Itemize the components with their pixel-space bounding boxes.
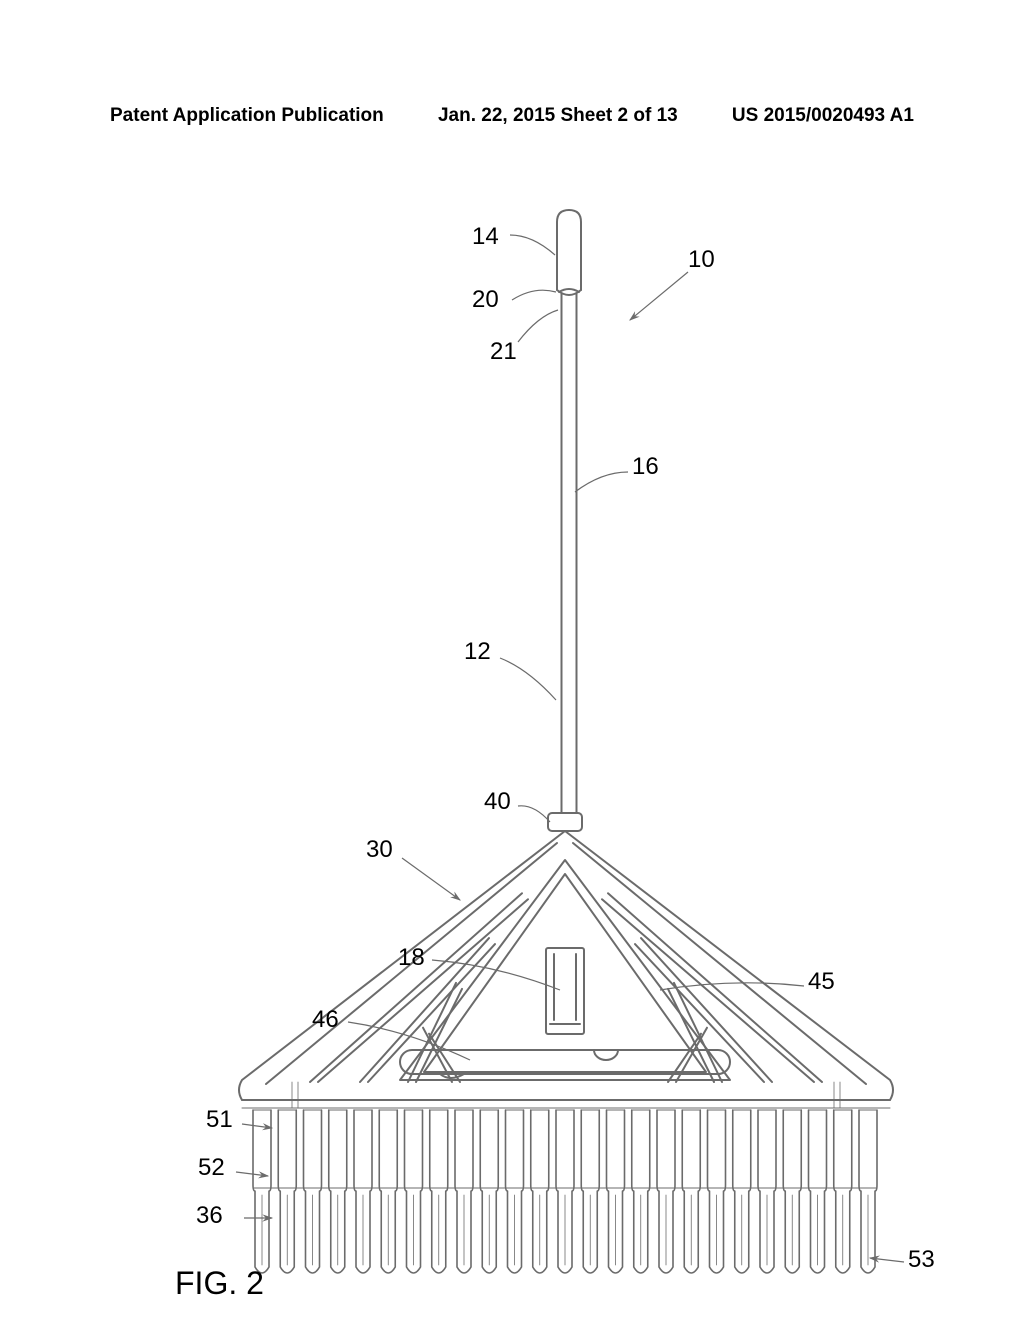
ref-10: 10	[688, 246, 715, 274]
header-left: Patent Application Publication	[110, 105, 384, 127]
ref-18: 18	[398, 944, 425, 972]
ref-12: 12	[464, 638, 491, 666]
figure-area: FIG. 2 141020211612403018454651523653	[0, 180, 1024, 1280]
header-center: Jan. 22, 2015 Sheet 2 of 13	[438, 105, 678, 127]
page: Patent Application Publication Jan. 22, …	[0, 0, 1024, 1320]
ref-20: 20	[472, 286, 499, 314]
ref-40: 40	[484, 788, 511, 816]
ref-45: 45	[808, 968, 835, 996]
page-header: Patent Application Publication Jan. 22, …	[110, 105, 914, 127]
ref-16: 16	[632, 453, 659, 481]
ref-36: 36	[196, 1202, 223, 1230]
figure-label: FIG. 2	[175, 1265, 264, 1302]
ref-14: 14	[472, 223, 499, 251]
ref-51: 51	[206, 1106, 233, 1134]
ref-52: 52	[198, 1154, 225, 1182]
ref-21: 21	[490, 338, 517, 366]
ref-30: 30	[366, 836, 393, 864]
ref-46: 46	[312, 1006, 339, 1034]
header-right: US 2015/0020493 A1	[732, 105, 914, 127]
ref-53: 53	[908, 1246, 935, 1274]
